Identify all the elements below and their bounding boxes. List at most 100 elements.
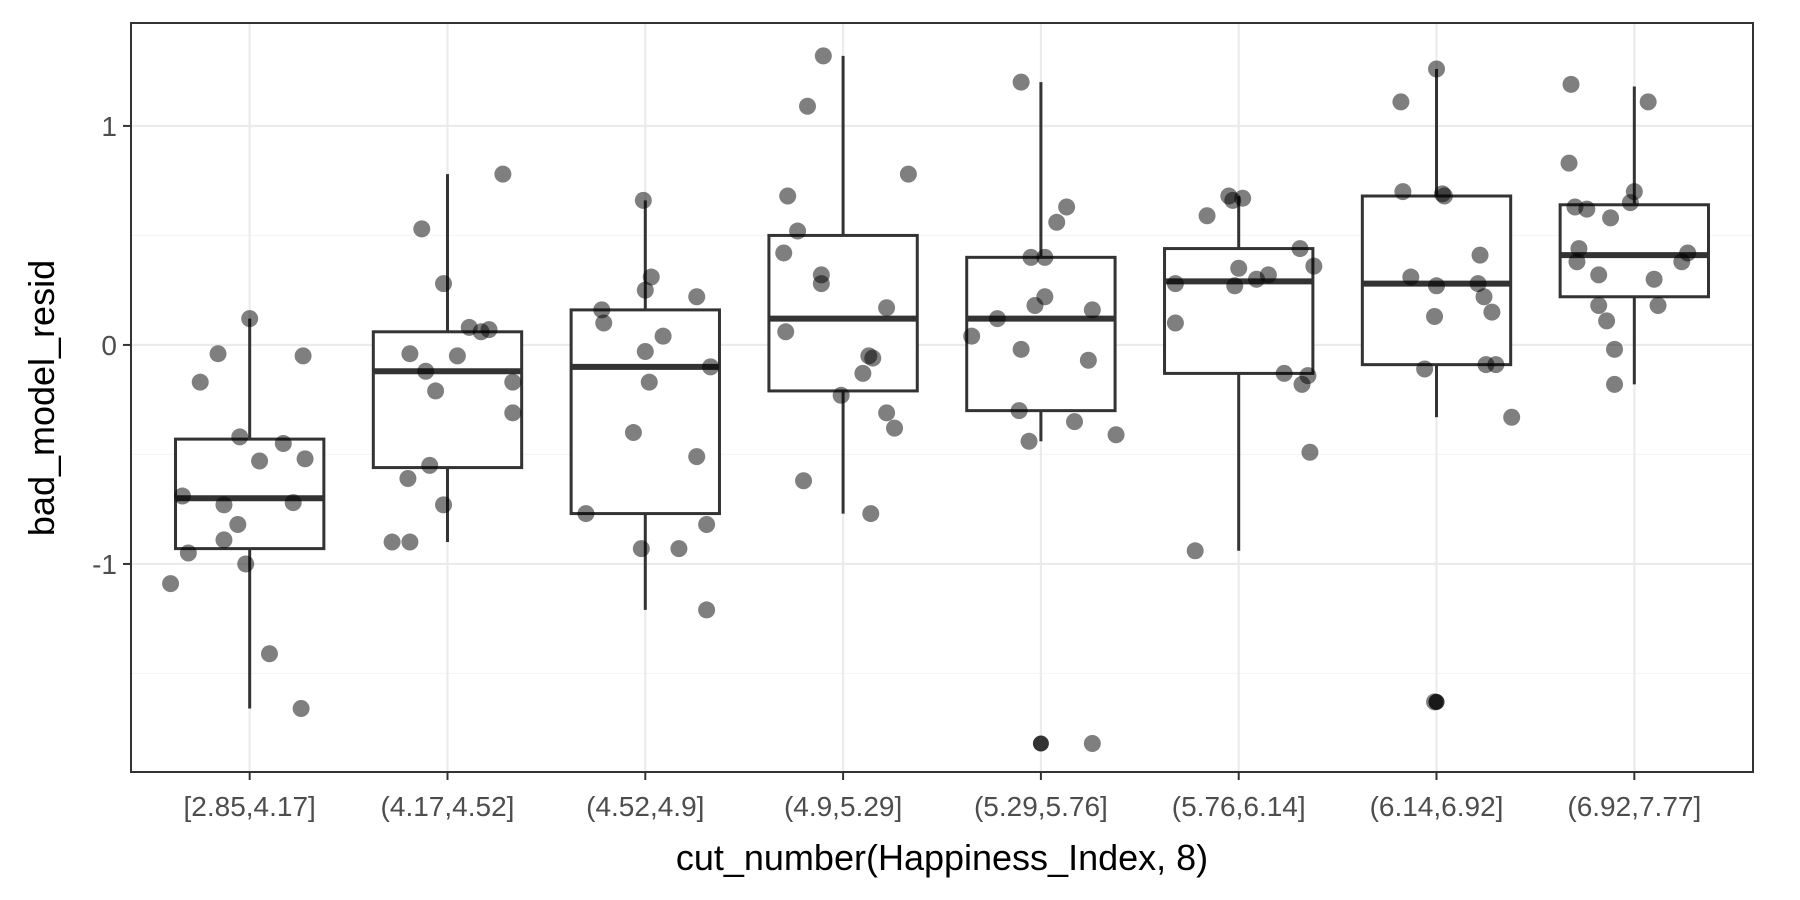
box: [965, 82, 1117, 442]
data-point: [435, 496, 453, 514]
data-point: [1230, 259, 1248, 277]
x-tick-label: (4.17,4.52]: [381, 791, 515, 822]
data-point: [1428, 60, 1446, 78]
data-point: [636, 281, 654, 299]
data-point: [698, 601, 716, 619]
data-point: [191, 373, 209, 391]
data-point: [1036, 288, 1054, 306]
box-iqr: [965, 255, 1117, 413]
boxes: [174, 55, 1710, 752]
x-tick-label: [2.85,4.17]: [184, 791, 316, 822]
data-point: [1568, 253, 1586, 271]
y-tick-label: 1: [101, 111, 117, 142]
data-point: [435, 275, 453, 293]
data-point: [399, 470, 417, 488]
data-point: [593, 301, 611, 319]
data-point: [1590, 266, 1608, 284]
data-point: [448, 347, 466, 365]
data-point: [1301, 443, 1319, 461]
data-point: [1392, 93, 1410, 111]
data-point: [1083, 301, 1101, 319]
data-point: [640, 373, 658, 391]
data-point: [1166, 314, 1184, 332]
data-point: [1487, 356, 1505, 374]
box: [371, 174, 524, 543]
x-tick-label: (4.52,4.9]: [586, 791, 704, 822]
data-point: [292, 699, 310, 717]
data-point: [832, 386, 850, 404]
data-point: [1402, 268, 1420, 286]
data-point: [413, 220, 431, 238]
data-point: [494, 165, 512, 183]
data-point: [1639, 93, 1657, 111]
data-point: [1560, 154, 1578, 172]
data-point: [634, 191, 652, 209]
data-point: [1226, 277, 1244, 295]
data-point: [1058, 198, 1076, 216]
data-point: [1435, 187, 1453, 205]
data-point: [1426, 693, 1444, 711]
data-point: [862, 505, 880, 523]
x-tick-label: (4.9,5.29]: [784, 791, 902, 822]
data-point: [241, 310, 259, 328]
data-point: [595, 314, 613, 332]
data-point: [427, 382, 445, 400]
data-point: [1645, 270, 1663, 288]
data-point: [1606, 375, 1624, 393]
data-point: [1198, 207, 1216, 225]
data-point: [814, 47, 832, 65]
data-point: [1234, 189, 1252, 207]
y-axis: 1 0 -1: [92, 111, 131, 580]
data-point: [702, 358, 720, 376]
data-point: [179, 544, 197, 562]
data-point: [1299, 367, 1317, 385]
data-point: [1562, 75, 1580, 93]
data-point: [215, 496, 233, 514]
data-point: [1066, 413, 1084, 431]
data-point: [698, 516, 716, 534]
x-axis-title: cut_number(Happiness_Index, 8): [676, 837, 1208, 878]
data-point: [260, 645, 278, 663]
data-point: [1394, 183, 1412, 201]
data-point: [1483, 303, 1501, 321]
data-point: [209, 345, 227, 363]
data-point: [294, 347, 312, 365]
data-point: [215, 531, 233, 549]
x-tick-label: (6.92,7.77]: [1567, 791, 1701, 822]
data-point: [504, 404, 522, 422]
data-point: [1305, 257, 1323, 275]
y-axis-title: bad_model_resid: [21, 260, 62, 536]
data-point: [577, 505, 595, 523]
data-point: [688, 448, 706, 466]
data-point: [1475, 288, 1493, 306]
y-tick-label: 0: [101, 330, 117, 361]
data-point: [1598, 312, 1616, 330]
data-point: [878, 404, 896, 422]
plot-panel-border: [130, 22, 1754, 773]
data-point: [1079, 351, 1097, 369]
data-point: [1503, 408, 1521, 426]
data-point: [296, 450, 314, 468]
data-point: [1022, 248, 1040, 266]
data-point: [775, 244, 793, 262]
data-point: [1606, 340, 1624, 358]
data-point: [480, 321, 498, 339]
data-point: [1012, 73, 1030, 91]
data-point: [284, 494, 302, 512]
data-point: [1259, 266, 1277, 284]
data-point: [401, 533, 419, 551]
x-tick-label: (5.76,6.14]: [1172, 791, 1306, 822]
data-point: [777, 323, 795, 341]
data-point: [401, 345, 419, 363]
data-point: [237, 555, 255, 573]
data-point: [1679, 244, 1697, 262]
data-point: [1166, 275, 1184, 293]
points: [162, 47, 1697, 753]
data-point: [1426, 307, 1444, 325]
data-point: [162, 575, 180, 593]
data-point: [798, 97, 816, 115]
data-point: [421, 456, 439, 474]
data-point: [173, 487, 191, 505]
data-point: [864, 349, 882, 367]
data-point: [274, 434, 292, 452]
